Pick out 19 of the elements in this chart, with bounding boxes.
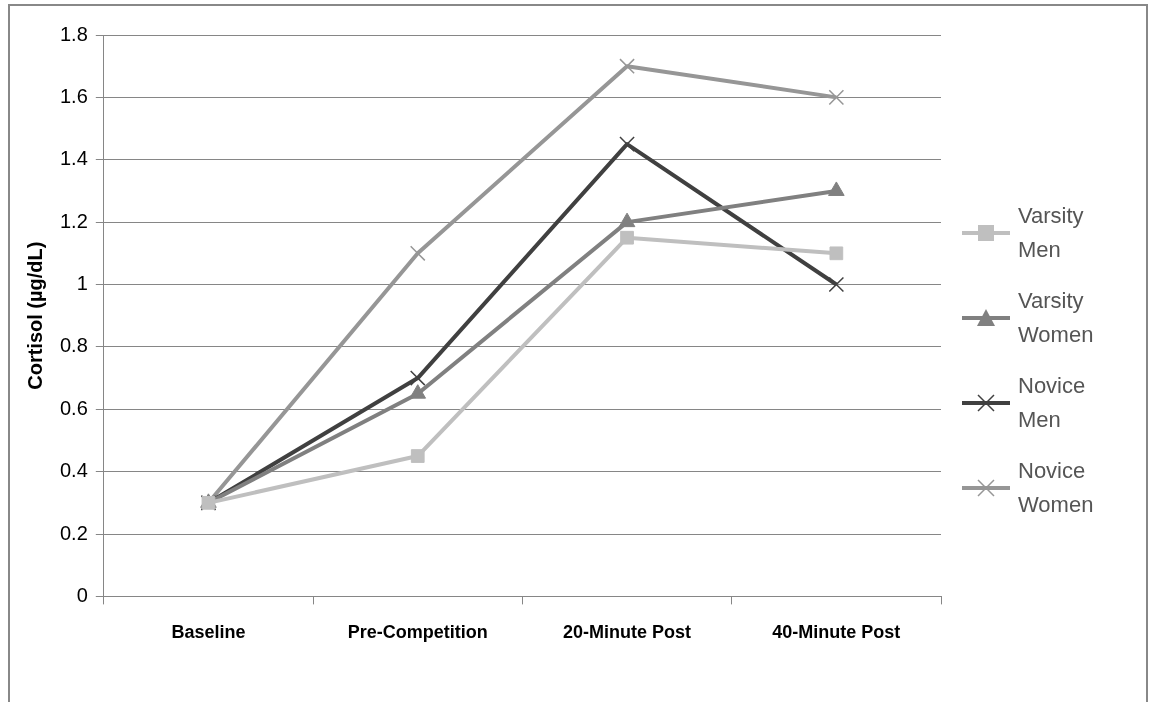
y-tick-label: 1.8 bbox=[59, 22, 88, 45]
x-tick-label: 40-Minute Post bbox=[772, 622, 901, 643]
legend-label: Novice Men bbox=[1018, 371, 1087, 434]
legend-label: Varsity Men bbox=[1018, 201, 1085, 264]
y-tick-label: 0.2 bbox=[59, 521, 88, 544]
x-tick-label: Pre-Competition bbox=[347, 622, 488, 643]
x-tick-label: Baseline bbox=[171, 622, 246, 643]
y-axis-title: Cortisol (µg/dL) bbox=[23, 241, 46, 390]
y-tick-label: 0.6 bbox=[59, 396, 88, 419]
y-tick-label: 0.4 bbox=[59, 459, 88, 482]
x-tick-label: 20-Minute Post bbox=[563, 622, 692, 643]
y-tick-label: 0.8 bbox=[59, 334, 88, 357]
y-tick-label: 0 bbox=[76, 583, 88, 606]
legend-label: Varsity Women bbox=[1018, 286, 1095, 349]
y-tick-label: 1.4 bbox=[59, 147, 88, 170]
legend-label: Novice Women bbox=[1018, 456, 1095, 519]
y-tick-label: 1.6 bbox=[59, 84, 88, 107]
y-tick-label: 1 bbox=[76, 272, 88, 295]
y-tick-label: 1.2 bbox=[59, 209, 88, 232]
